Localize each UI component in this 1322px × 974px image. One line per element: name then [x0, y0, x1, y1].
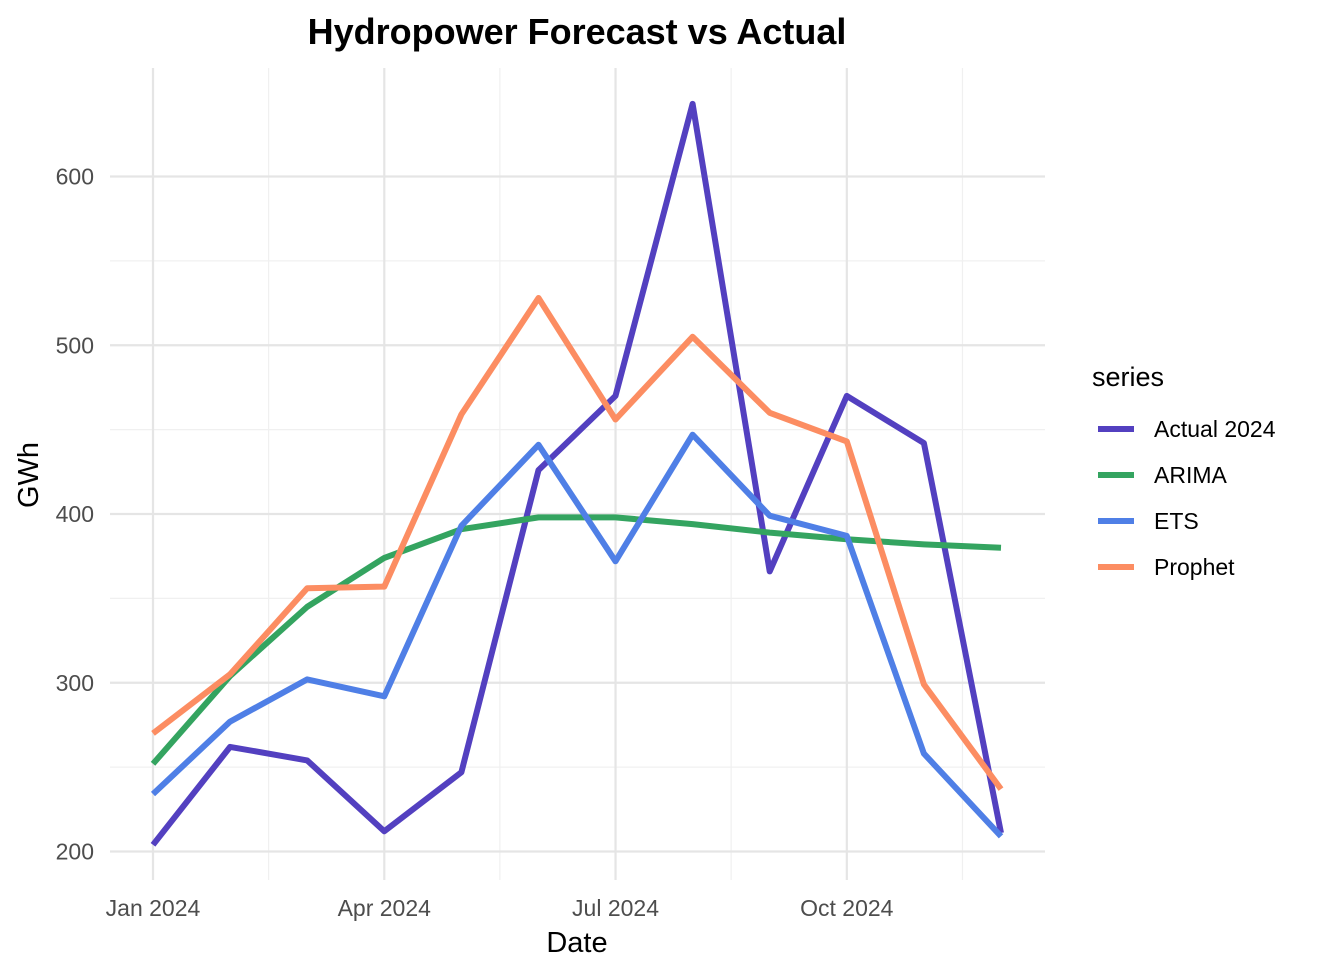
x-axis-ticks: Jan 2024 Apr 2024 Jul 2024 Oct 2024 [106, 895, 894, 921]
y-tick-label: 600 [56, 164, 94, 190]
series-lines [150, 100, 1004, 847]
grid-major [110, 68, 1045, 880]
legend-label: ARIMA [1154, 462, 1228, 488]
chart-title: Hydropower Forecast vs Actual [308, 11, 847, 52]
y-axis-ticks: 200 300 400 500 600 [56, 164, 94, 865]
y-tick-label: 400 [56, 501, 94, 527]
legend: Actual 2024 ARIMA ETS Prophet [1098, 416, 1276, 580]
series-line-ets [150, 431, 1004, 839]
legend-label: Prophet [1154, 554, 1235, 580]
legend-label: ETS [1154, 508, 1199, 534]
legend-label: Actual 2024 [1154, 416, 1276, 442]
y-tick-label: 500 [56, 332, 94, 358]
x-axis-title: Date [546, 927, 607, 959]
series-line-actual-2024 [150, 100, 1004, 847]
series-line-prophet [151, 295, 1004, 791]
x-tick-label: Oct 2024 [800, 895, 894, 921]
y-axis-title: GWh [13, 442, 45, 508]
y-tick-label: 300 [56, 670, 94, 696]
legend-title: series [1092, 362, 1164, 392]
x-tick-label: Apr 2024 [338, 895, 432, 921]
y-tick-label: 200 [56, 839, 94, 865]
x-tick-label: Jul 2024 [572, 895, 659, 921]
series-line-arima [150, 514, 1002, 766]
grid-minor [110, 68, 1045, 880]
x-tick-label: Jan 2024 [106, 895, 201, 921]
